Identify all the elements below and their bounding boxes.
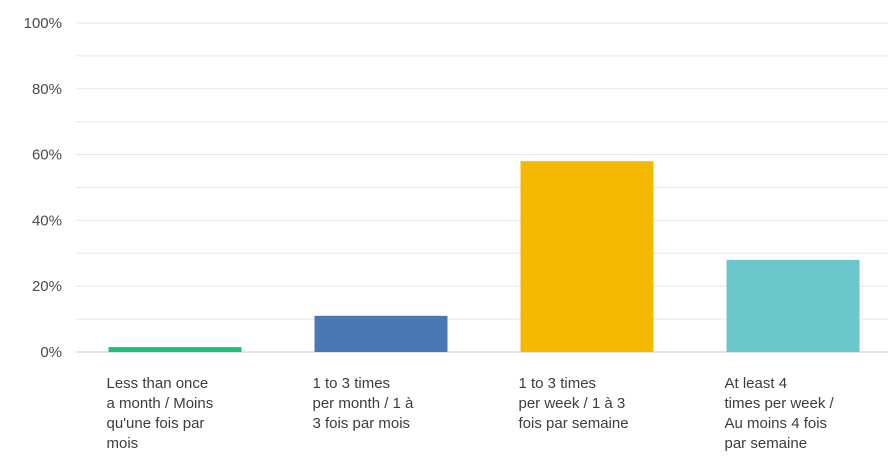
x-tick-label-line: 1 to 3 times <box>518 375 597 392</box>
x-tick-label: At least 4 times per week / Au moins 4 foi… <box>725 374 875 454</box>
x-tick-label-line: per week / 1 à 3 <box>518 395 626 412</box>
x-tick-label-line: At least 4 <box>724 375 788 392</box>
bar <box>726 259 860 352</box>
x-tick-label-line: fois par semaine <box>518 415 629 432</box>
x-tick-label: 1 to 3 times per week / 1 à 3 fois par sem… <box>519 374 669 434</box>
y-tick-label: 100% <box>24 15 62 32</box>
bar <box>314 315 448 352</box>
y-tick-label: 60% <box>32 147 62 164</box>
y-tick-label: 20% <box>32 278 62 295</box>
y-tick-label: 80% <box>32 81 62 98</box>
bar <box>108 347 242 352</box>
x-tick-label: 1 to 3 times per month / 1 à 3 fois par mo… <box>313 374 463 434</box>
x-tick-label-line: 1 to 3 times <box>312 375 391 392</box>
x-tick-label-line: Au moins 4 fois <box>724 415 828 432</box>
y-tick-label: 40% <box>32 212 62 229</box>
x-tick-label-line: 3 fois par mois <box>312 415 411 432</box>
bar <box>520 161 654 352</box>
y-tick-label: 0% <box>40 344 62 361</box>
x-tick-label-line: mois <box>106 435 139 452</box>
x-tick-label-line: qu'une fois par <box>106 415 205 432</box>
x-tick-label-line: par semaine <box>724 435 808 452</box>
x-tick-label-line: Less than once <box>106 375 209 392</box>
x-tick-label-line: a month / Moins <box>106 395 214 412</box>
x-tick-label: Less than once a month / Moins qu'une fois… <box>107 374 257 454</box>
x-tick-label-line: times per week / <box>724 395 834 412</box>
x-tick-label-line: per month / 1 à <box>312 395 414 412</box>
